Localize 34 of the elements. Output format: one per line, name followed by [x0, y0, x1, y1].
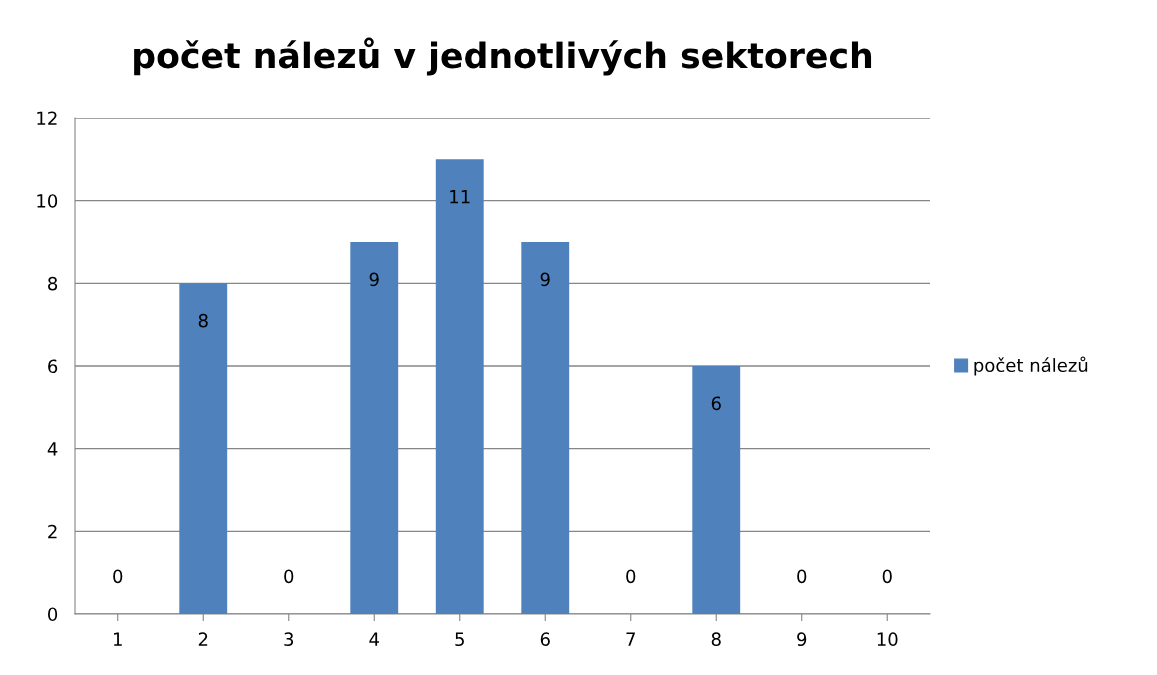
- x-tick-label: 7: [626, 632, 635, 646]
- data-label: 0: [882, 569, 892, 584]
- x-tick-label: 2: [198, 632, 208, 646]
- x-tick-label: 8: [711, 632, 721, 647]
- data-label: 0: [626, 569, 636, 584]
- x-tick-label: 3: [284, 632, 294, 647]
- y-tick-label: 4: [47, 442, 58, 456]
- bar: [350, 242, 399, 614]
- bar: [521, 242, 570, 614]
- y-tick-label: 8: [48, 276, 58, 291]
- x-tick-label: 5: [455, 632, 464, 647]
- x-tick-label: 10: [877, 632, 898, 647]
- data-label: 6: [711, 396, 721, 411]
- y-tick-label: 6: [48, 359, 58, 374]
- x-tick-label: 1: [113, 632, 122, 646]
- data-label: 9: [540, 272, 550, 287]
- data-label: 8: [198, 313, 208, 328]
- bar: [179, 283, 228, 614]
- y-tick-label: 2: [48, 524, 57, 539]
- x-tick-label: 6: [540, 632, 550, 647]
- x-tick-label: 4: [369, 632, 379, 646]
- y-tick-label: 12: [37, 111, 57, 125]
- data-label: 0: [797, 569, 807, 584]
- data-label: 11: [450, 190, 470, 204]
- data-label: 0: [113, 569, 123, 584]
- legend-label: počet nálezů: [974, 356, 1088, 376]
- data-label: 9: [369, 272, 379, 287]
- x-tick-label: 9: [797, 632, 807, 647]
- chart-title: počet nálezů v jednotlivých sektorech: [134, 37, 872, 76]
- y-tick-label: 0: [48, 607, 58, 622]
- y-tick-label: 10: [37, 194, 58, 208]
- bar: [692, 366, 741, 614]
- bar: [435, 159, 484, 614]
- data-label: 0: [284, 569, 294, 584]
